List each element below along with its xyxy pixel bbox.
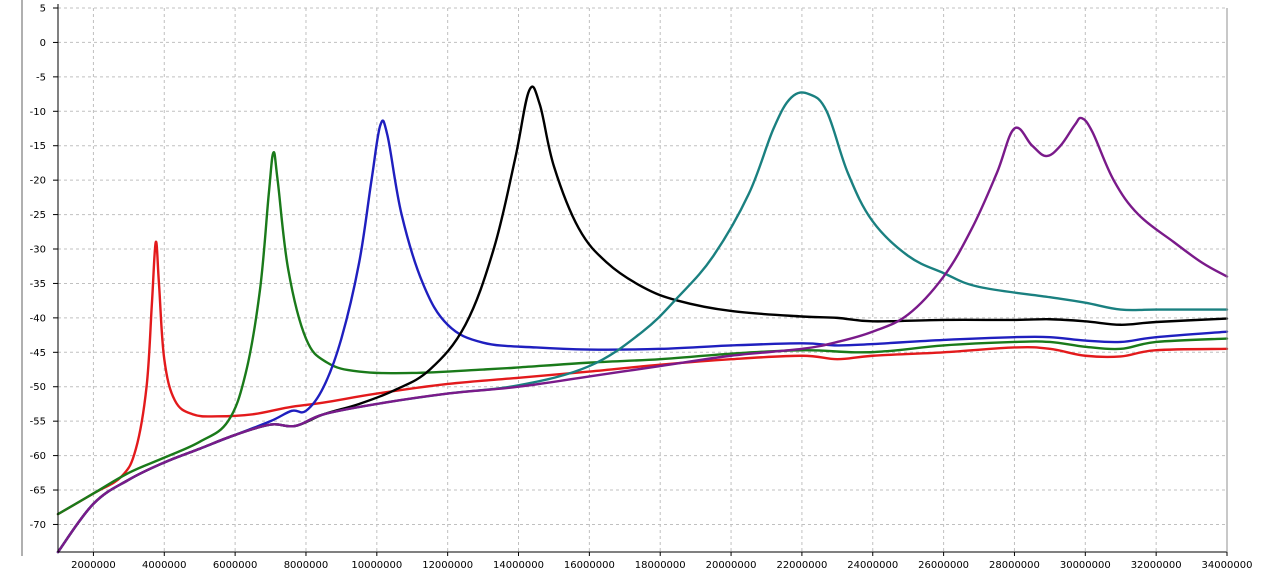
x-tick-label: 20000000 <box>706 560 757 571</box>
y-tick-label: -65 <box>30 486 46 497</box>
y-tick-label: -40 <box>30 313 46 324</box>
x-tick-label: 4000000 <box>142 560 187 571</box>
x-tick-label: 26000000 <box>918 560 969 571</box>
series-line-5 <box>56 91 1229 554</box>
series-line-3 <box>56 119 1229 554</box>
x-tick-label: 14000000 <box>493 560 544 571</box>
y-tick-label: -30 <box>30 245 46 256</box>
series-line-1 <box>56 240 1229 516</box>
tick-labels: 5 0 -5 -10 -15 -20 -25 -30 -35 -40 -45 -50 -55 -60 -65… <box>30 4 1253 572</box>
y-tick-label: -55 <box>30 417 46 428</box>
series-line-4 <box>56 85 1229 554</box>
x-tick-label: 10000000 <box>351 560 402 571</box>
x-tick-label: 2000000 <box>71 560 116 571</box>
x-tick-label: 30000000 <box>1060 560 1111 571</box>
y-tick-label: -5 <box>36 72 46 83</box>
y-tick-label: -10 <box>30 107 46 118</box>
x-tick-label: 32000000 <box>1131 560 1182 571</box>
x-tick-label: 18000000 <box>635 560 686 571</box>
y-tick-label: -25 <box>30 210 46 221</box>
y-tick-label: -15 <box>30 141 46 152</box>
x-tick-label: 6000000 <box>213 560 258 571</box>
x-tick-label: 28000000 <box>989 560 1040 571</box>
x-tick-label: 8000000 <box>284 560 329 571</box>
series-line-2 <box>56 151 1229 516</box>
y-tick-label: -50 <box>30 382 46 393</box>
y-tick-label: 0 <box>40 38 46 49</box>
axes <box>21 0 1228 556</box>
y-tick-label: -45 <box>30 348 46 359</box>
series-line-6 <box>56 116 1229 554</box>
x-tick-label: 22000000 <box>776 560 827 571</box>
x-tick-label: 12000000 <box>422 560 473 571</box>
series-lines <box>56 85 1229 554</box>
y-tick-label: -70 <box>30 520 46 531</box>
y-tick-label: -20 <box>30 176 46 187</box>
x-tick-label: 16000000 <box>564 560 615 571</box>
x-tick-label: 34000000 <box>1202 560 1253 571</box>
y-tick-label: -35 <box>30 279 46 290</box>
y-tick-label: 5 <box>40 4 46 15</box>
x-tick-label: 24000000 <box>847 560 898 571</box>
y-tick-label: -60 <box>30 451 46 462</box>
grid-lines <box>58 7 1228 552</box>
